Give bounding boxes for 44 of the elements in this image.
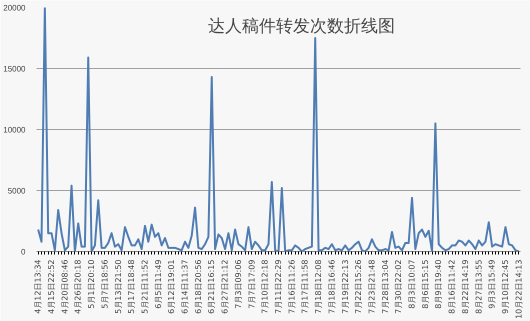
x-tick-label: 8月3日10:07	[408, 260, 417, 309]
x-tick-label: 6月18日20:56	[194, 259, 203, 314]
x-tick-label: 7月7日17:09	[247, 260, 256, 309]
line-series	[37, 8, 520, 252]
x-tick-label: 7月10日12:18	[260, 259, 270, 314]
y-tick-label: 20000	[3, 4, 26, 12]
x-tick-label: 7月19日22:13	[340, 259, 350, 314]
y-tick-label: 15000	[3, 64, 26, 74]
x-tick-label: 4月15日22:52	[47, 259, 56, 314]
x-tick-label: 6月21日16:15	[207, 259, 216, 314]
x-tick-label: 7月22日15:26	[354, 259, 364, 314]
x-tick-label: 8月27日13:55	[474, 259, 484, 314]
x-tick-label: 5月13日21:50	[114, 259, 123, 314]
x-tick-label: 4月20日08:46	[60, 259, 70, 314]
x-tick-label: 6月5日11:49	[154, 260, 163, 309]
x-tick-label: 9月10日12:45	[500, 259, 510, 314]
x-tick-label: 4月26日20:18	[74, 259, 83, 314]
x-tick-label: 8月9日19:40	[434, 260, 444, 309]
y-tick-label: 10000	[3, 126, 26, 134]
x-tick-label: 7月17日11:58	[300, 259, 310, 314]
x-tick-label: 6月12日19:01	[167, 259, 176, 314]
x-tick-label: 8月6日15:15	[420, 260, 430, 309]
x-tick-label: 6月27日21:12	[220, 259, 230, 314]
x-tick-label: 7月28日13:04	[380, 259, 390, 314]
x-tick-label: 7月11日22:29	[274, 259, 283, 314]
x-tick-label: 5月17日18:48	[127, 259, 136, 314]
x-tick-label: 7月23日21:48	[367, 259, 376, 314]
x-tick-label: 6月14日11:37	[180, 259, 190, 314]
x-tick-label: 7月16日11:26	[287, 259, 296, 314]
text: 达人稿件转发次数折线图	[208, 16, 395, 36]
x-tick-label: 10月22日14:13	[514, 259, 524, 319]
x-tick-label: 5月21日11:52	[140, 259, 150, 314]
x-tick-label: 9月3日15:49	[488, 260, 497, 309]
x-tick-label: 4月12日13:34	[34, 259, 43, 314]
x-tick-label: 7月30日22:02	[394, 259, 404, 314]
x-tick-label: 5月7日18:56	[100, 260, 110, 309]
x-tick-label: 5月1日20:10	[87, 260, 96, 309]
x-tick-label: 7月3日09:06	[234, 260, 243, 309]
x-tick-label: 8月16日11:42	[448, 259, 457, 314]
x-tick-label: 8月22日14:19	[460, 259, 470, 314]
x-tick-label: 7月18日12:08	[314, 259, 324, 314]
y-tick-label: 5000	[8, 186, 26, 196]
x-tick-label: 7月18日16:46	[327, 259, 336, 314]
y-tick-label: 0	[21, 248, 26, 256]
